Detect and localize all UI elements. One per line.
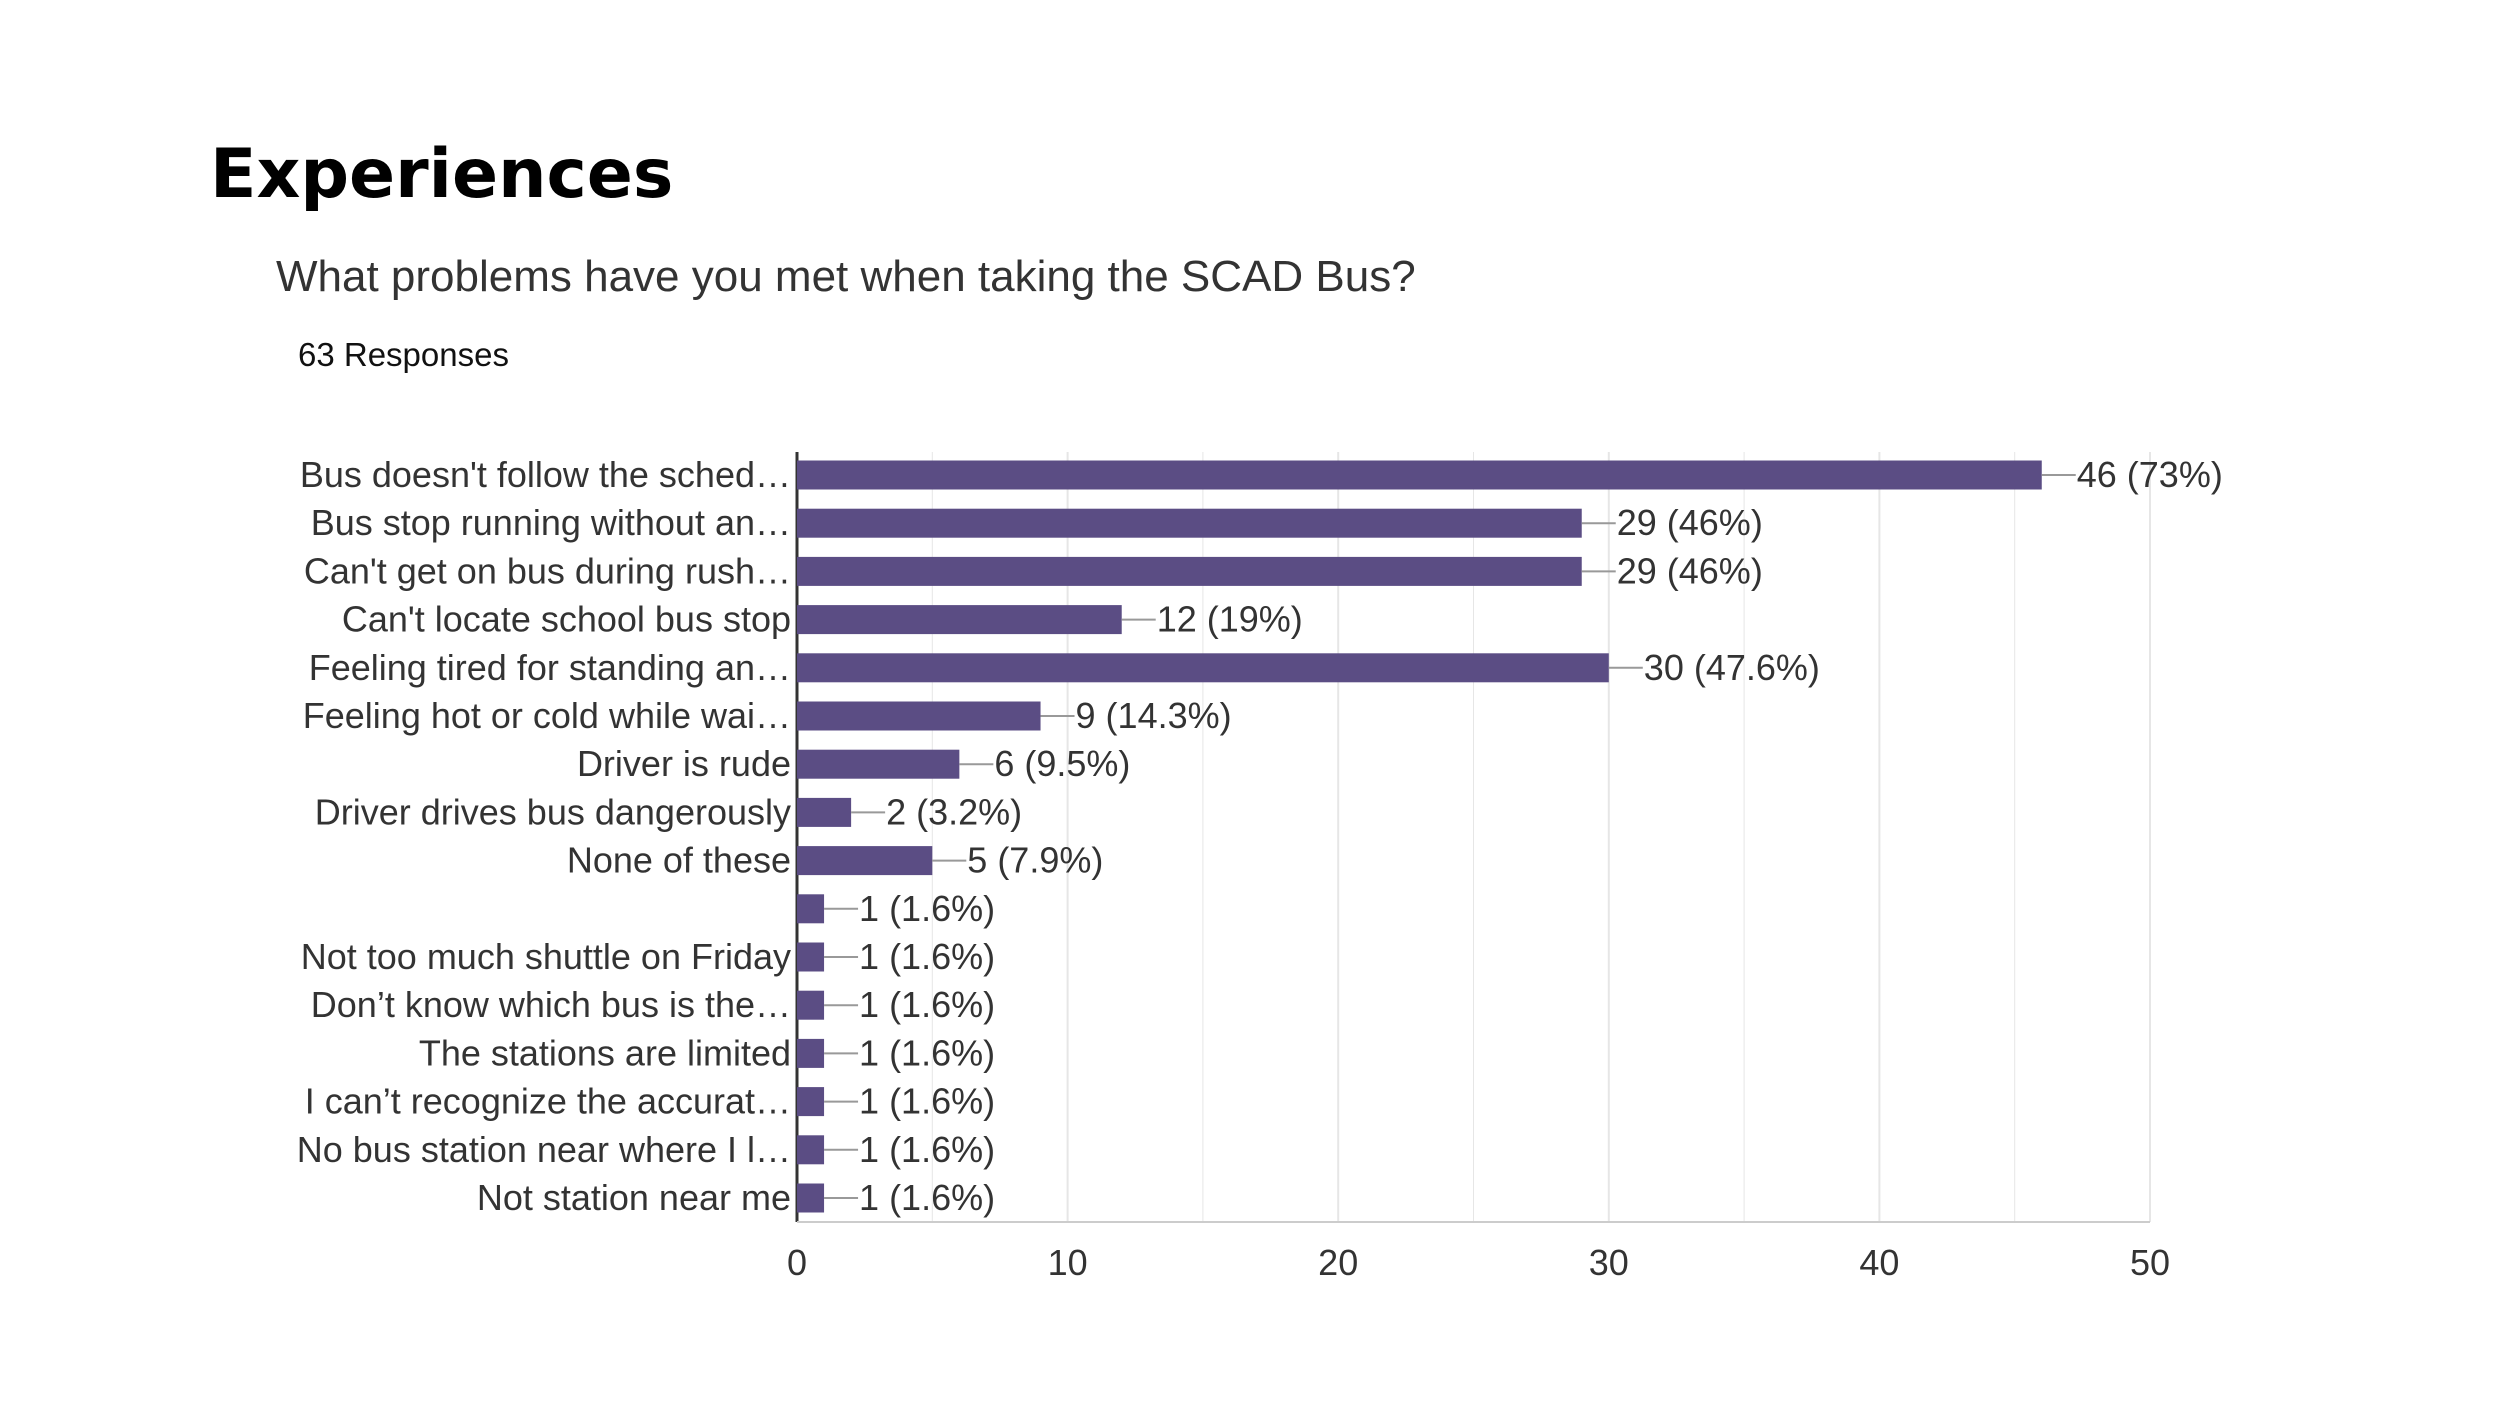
data-label: 46 (73%) [2077,454,2223,495]
category-label: Not station near me [477,1177,791,1218]
data-label: 2 (3.2%) [886,791,1022,832]
bar [797,1087,825,1117]
question-title: What problems have you met when taking t… [276,252,1416,301]
category-label: Can't locate school bus stop [342,599,791,640]
data-label: 1 (1.6%) [859,984,995,1025]
category-label: Can't get on bus during rush… [304,550,791,591]
data-label: 1 (1.6%) [859,936,995,977]
category-label: I can’t recognize the accurat… [305,1081,791,1122]
bar [797,749,960,779]
category-label: Driver drives bus dangerously [315,791,791,832]
x-tick-label: 30 [1589,1242,1629,1283]
bar [797,460,2042,490]
bar [797,990,825,1020]
bar [797,942,825,972]
bar [797,894,825,924]
category-label: Bus doesn't follow the sched… [300,454,791,495]
bar [797,653,1609,683]
page-title: Experiences [210,135,674,214]
category-label: None of these [567,840,791,881]
bar [797,1135,825,1165]
data-label: 1 (1.6%) [859,1081,995,1122]
data-label: 1 (1.6%) [859,888,995,929]
bar [797,508,1582,538]
data-label: 30 (47.6%) [1644,647,1820,688]
category-label: Bus stop running without an… [311,502,791,543]
category-label: Driver is rude [577,743,791,784]
category-label: Don’t know which bus is the… [311,984,791,1025]
bar [797,605,1122,635]
data-label: 29 (46%) [1617,550,1763,591]
bar [797,1183,825,1213]
x-tick-label: 40 [1859,1242,1899,1283]
x-tick-label: 10 [1048,1242,1088,1283]
bar [797,797,852,827]
data-label: 29 (46%) [1617,502,1763,543]
x-tick-label: 20 [1318,1242,1358,1283]
data-label: 12 (19%) [1157,599,1303,640]
data-label: 9 (14.3%) [1076,695,1232,736]
data-label: 1 (1.6%) [859,1177,995,1218]
category-label: The stations are limited [419,1032,791,1073]
data-label: 5 (7.9%) [967,840,1103,881]
category-label: Not too much shuttle on Friday [301,936,791,977]
category-label: No bus station near where I l… [297,1129,791,1170]
bar [797,1038,825,1068]
bar [797,701,1041,731]
data-label: 1 (1.6%) [859,1129,995,1170]
bar [797,846,933,876]
bar [797,556,1582,586]
response-count: 63 Responses [298,336,509,373]
data-label: 1 (1.6%) [859,1032,995,1073]
x-tick-label: 50 [2130,1242,2170,1283]
category-label: Feeling hot or cold while wai… [303,695,791,736]
data-label: 6 (9.5%) [994,743,1130,784]
category-label: Feeling tired for standing an… [309,647,791,688]
x-tick-label: 0 [787,1242,807,1283]
